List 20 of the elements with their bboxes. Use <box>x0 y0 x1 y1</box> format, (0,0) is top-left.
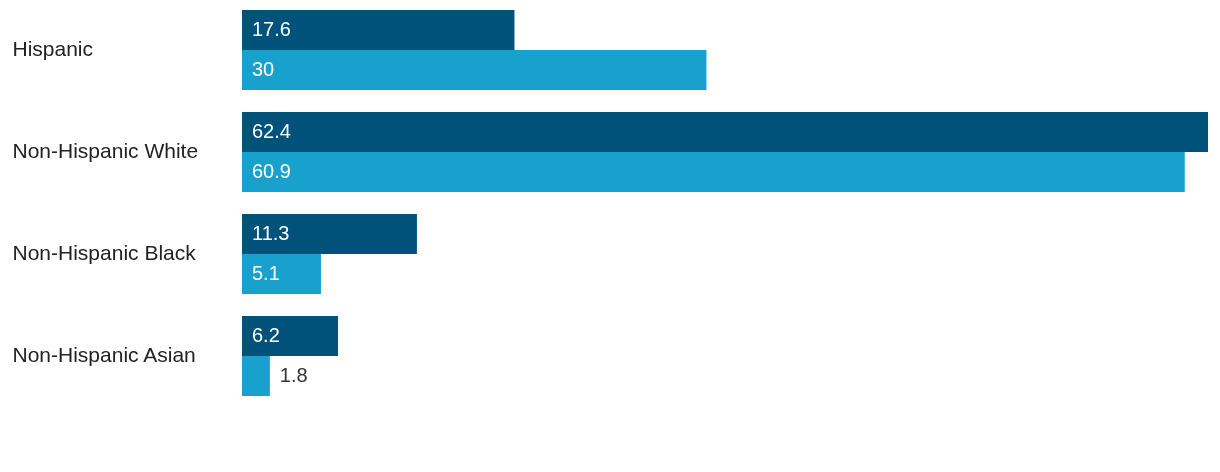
bar <box>242 356 270 396</box>
bar <box>242 316 338 357</box>
data-label: 6.2 <box>252 324 280 347</box>
bar <box>242 214 417 254</box>
data-label: 62.4 <box>252 120 291 142</box>
data-label: 11.3 <box>252 222 290 245</box>
data-label: 17.6 <box>252 17 291 40</box>
bar <box>242 112 1208 152</box>
y-tick-label: Non-Hispanic Asian <box>12 343 196 367</box>
y-tick-label: Non-Hispanic White <box>12 139 199 162</box>
bar <box>242 254 321 294</box>
bar <box>242 152 1185 192</box>
data-label: 1.8 <box>279 364 308 387</box>
y-tick-label: Non-Hispanic Black <box>12 241 197 264</box>
data-label: 60.9 <box>252 159 291 182</box>
bar <box>242 49 707 90</box>
data-label: 30 <box>252 57 275 80</box>
data-label: 5.1 <box>252 262 280 284</box>
bar <box>242 10 515 50</box>
y-tick-label: Hispanic <box>12 36 94 60</box>
